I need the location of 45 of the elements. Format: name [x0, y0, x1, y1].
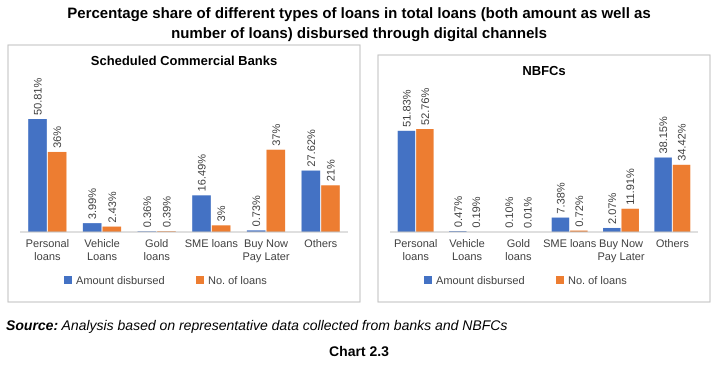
- data-label: 0.47%: [452, 196, 465, 228]
- data-label: 0.39%: [161, 196, 174, 228]
- chart-subtitle: Scheduled Commercial Banks: [90, 53, 278, 68]
- x-tick-label: Gold loans: [505, 238, 532, 263]
- x-tick-label: Buy Now Pay Later: [242, 238, 290, 263]
- x-tick-label: SME loans: [543, 238, 597, 250]
- data-label: 7.38%: [555, 182, 568, 214]
- data-label: 27.62%: [306, 129, 318, 167]
- caption: Chart 2.3: [329, 343, 390, 359]
- chart-title: NBFCs: [522, 63, 566, 78]
- x-tick-label: Personal loans: [26, 238, 70, 263]
- data-label: 16.49%: [196, 154, 209, 192]
- x-tick-label: Others: [656, 238, 690, 250]
- x-tick-label: Vehicle Loans: [84, 238, 120, 263]
- x-tick-label: Buy Now Pay Later: [597, 238, 645, 263]
- data-label: 3.99%: [87, 188, 100, 220]
- legend-label: No. of loans: [568, 275, 628, 287]
- x-tick-label: Personal loans: [394, 238, 438, 263]
- data-label: 37%: [270, 123, 283, 146]
- x-tick-label: Gold loans: [144, 238, 170, 263]
- source-note: Source: Analysis based on representative data collected from banks and NBFCs: [6, 317, 508, 333]
- legend-label: Amount disbursed: [436, 275, 525, 287]
- x-tick-label: Others: [304, 238, 338, 250]
- data-label: 11.91%: [625, 168, 638, 205]
- data-label: 51.83%: [401, 89, 414, 127]
- data-label: 3%: [216, 205, 228, 222]
- data-label: 52.76%: [420, 87, 432, 125]
- data-label: 0.19%: [471, 196, 484, 228]
- legend-label: Amount disbursed: [76, 275, 165, 287]
- data-label: 0.72%: [574, 195, 586, 227]
- chart-title: Percentage share of different types of loans in total loans (both amount as well as number of loans) disbursed through digital channels: [67, 5, 651, 42]
- x-tick-label: Vehicle Loans: [449, 238, 485, 263]
- x-tick-label: SME loans: [184, 238, 238, 250]
- data-label: 0.10%: [504, 196, 516, 228]
- data-label: 0.01%: [522, 196, 535, 228]
- data-label: 50.81%: [32, 77, 45, 115]
- data-label: 21%: [325, 159, 338, 182]
- data-label: 0.73%: [251, 194, 264, 226]
- data-label: 2.07%: [606, 192, 619, 224]
- data-label: 0.36%: [142, 196, 154, 228]
- data-label: 38.15%: [658, 116, 670, 154]
- data-label: 36%: [52, 126, 64, 148]
- data-label: 34.42%: [676, 123, 689, 161]
- legend-label: No. of loans: [208, 275, 268, 287]
- data-label: 2.43%: [106, 191, 119, 223]
